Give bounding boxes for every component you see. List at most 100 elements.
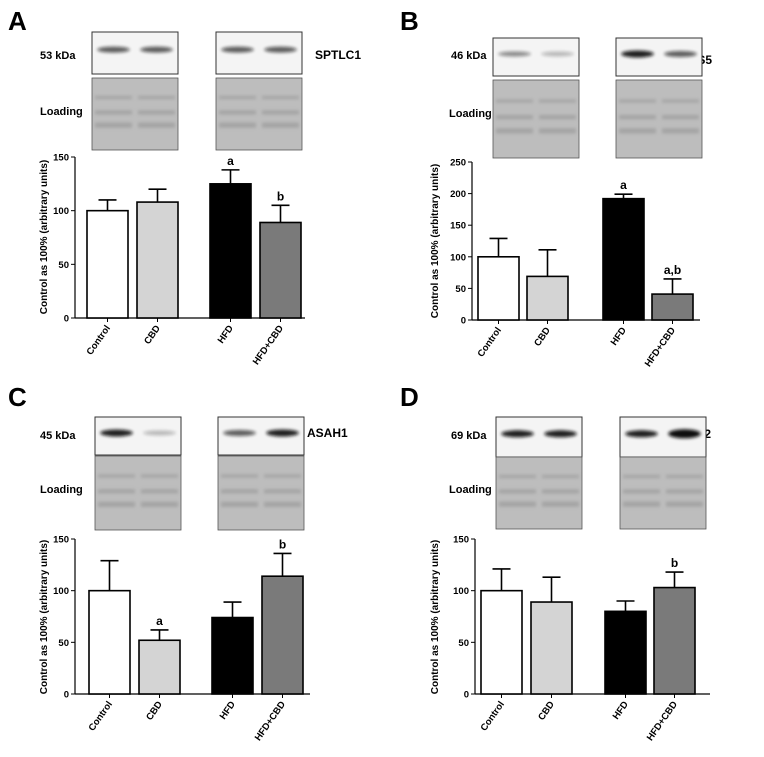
- significance-label: b: [671, 556, 678, 570]
- loading-band: [264, 474, 301, 478]
- category-label: CBD: [536, 699, 557, 722]
- blot-band: [668, 429, 701, 439]
- blot-frame: [215, 31, 303, 75]
- loading-band: [623, 475, 660, 478]
- category-label: Control: [476, 325, 504, 359]
- panel-d: D69 kDaSPHK2Loading050100150Control as 1…: [400, 382, 711, 743]
- western-blot-strip: [492, 37, 580, 77]
- loading-control-strip: [492, 79, 580, 159]
- category-label: HFD+CBD: [645, 699, 680, 743]
- western-blot-strip: [217, 416, 305, 456]
- loading-band: [98, 474, 135, 478]
- loading-band: [98, 501, 135, 507]
- blot-band: [544, 430, 577, 438]
- bar-control: [480, 589, 523, 695]
- y-tick-label: 100: [53, 586, 69, 597]
- bar-control: [477, 255, 520, 321]
- loading-control-strip: [217, 455, 305, 531]
- blot-band: [223, 429, 256, 436]
- western-blot-strip: [495, 416, 583, 458]
- bar-cbd: [526, 275, 569, 321]
- y-tick-label: 250: [450, 158, 466, 169]
- loading-band: [496, 128, 533, 134]
- blot-band: [221, 46, 254, 53]
- loading-band: [499, 489, 536, 494]
- protein-name: ASAH1: [307, 426, 348, 440]
- y-tick-label: 50: [58, 260, 69, 271]
- blot-band: [621, 50, 654, 58]
- blot-band: [97, 46, 130, 53]
- loading-label: Loading: [449, 484, 492, 496]
- blot-band: [501, 430, 534, 438]
- loading-band: [539, 99, 576, 103]
- category-label: HFD+CBD: [253, 699, 288, 743]
- loading-band: [619, 115, 656, 120]
- category-label: HFD: [216, 323, 236, 345]
- significance-label: b: [279, 537, 286, 551]
- y-tick-label: 0: [464, 690, 469, 701]
- loading-band: [141, 489, 178, 494]
- y-tick-label: 50: [455, 284, 466, 295]
- loading-band: [221, 489, 258, 494]
- bar-cbd: [530, 601, 573, 695]
- blot-frame: [217, 416, 305, 456]
- loading-band: [219, 96, 256, 99]
- loading-band: [95, 110, 132, 115]
- bar-hfd-cbd: [651, 293, 694, 321]
- loading-band: [666, 501, 703, 507]
- loading-control-strip: [215, 77, 303, 151]
- bar-hfd-cbd: [261, 575, 304, 695]
- loading-label: Loading: [40, 106, 83, 118]
- blot-band: [143, 430, 176, 436]
- loading-control-strip: [495, 456, 583, 530]
- loading-band: [619, 99, 656, 103]
- molecular-weight-label: 46 kDa: [451, 50, 487, 62]
- loading-band: [542, 475, 579, 478]
- loading-band: [662, 99, 699, 103]
- category-label: HFD: [218, 699, 238, 721]
- bar-hfd: [602, 197, 645, 321]
- y-tick-label: 0: [461, 316, 466, 327]
- significance-label: a,b: [664, 263, 681, 277]
- y-tick-label: 150: [53, 535, 69, 546]
- loading-band: [219, 110, 256, 115]
- y-tick-label: 100: [450, 252, 466, 263]
- loading-band: [623, 501, 660, 507]
- loading-band: [98, 489, 135, 494]
- category-label: Control: [85, 323, 113, 357]
- bar-cbd: [138, 639, 181, 695]
- loading-band: [662, 115, 699, 120]
- loading-band: [262, 122, 299, 128]
- loading-band: [264, 501, 301, 507]
- panel-letter: C: [8, 382, 27, 412]
- loading-band: [539, 115, 576, 120]
- bar-control: [86, 209, 129, 319]
- bar-hfd: [211, 616, 254, 695]
- y-axis-label: Control as 100% (arbitrary units): [39, 160, 50, 314]
- loading-band: [623, 489, 660, 494]
- significance-label: b: [277, 189, 284, 203]
- western-blot-strip: [91, 31, 179, 75]
- loading-band: [264, 489, 301, 494]
- bar-hfd-cbd: [259, 221, 302, 319]
- loading-control-strip: [91, 77, 179, 151]
- category-label: Control: [87, 699, 115, 733]
- loading-band: [499, 501, 536, 507]
- bar-hfd-cbd: [653, 586, 696, 695]
- loading-band: [262, 110, 299, 115]
- loading-band: [141, 501, 178, 507]
- loading-band: [262, 96, 299, 99]
- loading-control-strip: [615, 79, 703, 159]
- blot-frame: [492, 37, 580, 77]
- loading-band: [499, 475, 536, 478]
- loading-label: Loading: [40, 484, 83, 496]
- western-blot-strip: [94, 416, 182, 456]
- protein-name: SPTLC1: [315, 48, 361, 62]
- category-label: HFD+CBD: [643, 325, 678, 369]
- blot-band: [266, 429, 299, 437]
- western-blot-strip: [615, 37, 703, 77]
- category-label: HFD: [611, 699, 631, 721]
- bar-control: [88, 589, 131, 695]
- y-tick-label: 0: [64, 690, 69, 701]
